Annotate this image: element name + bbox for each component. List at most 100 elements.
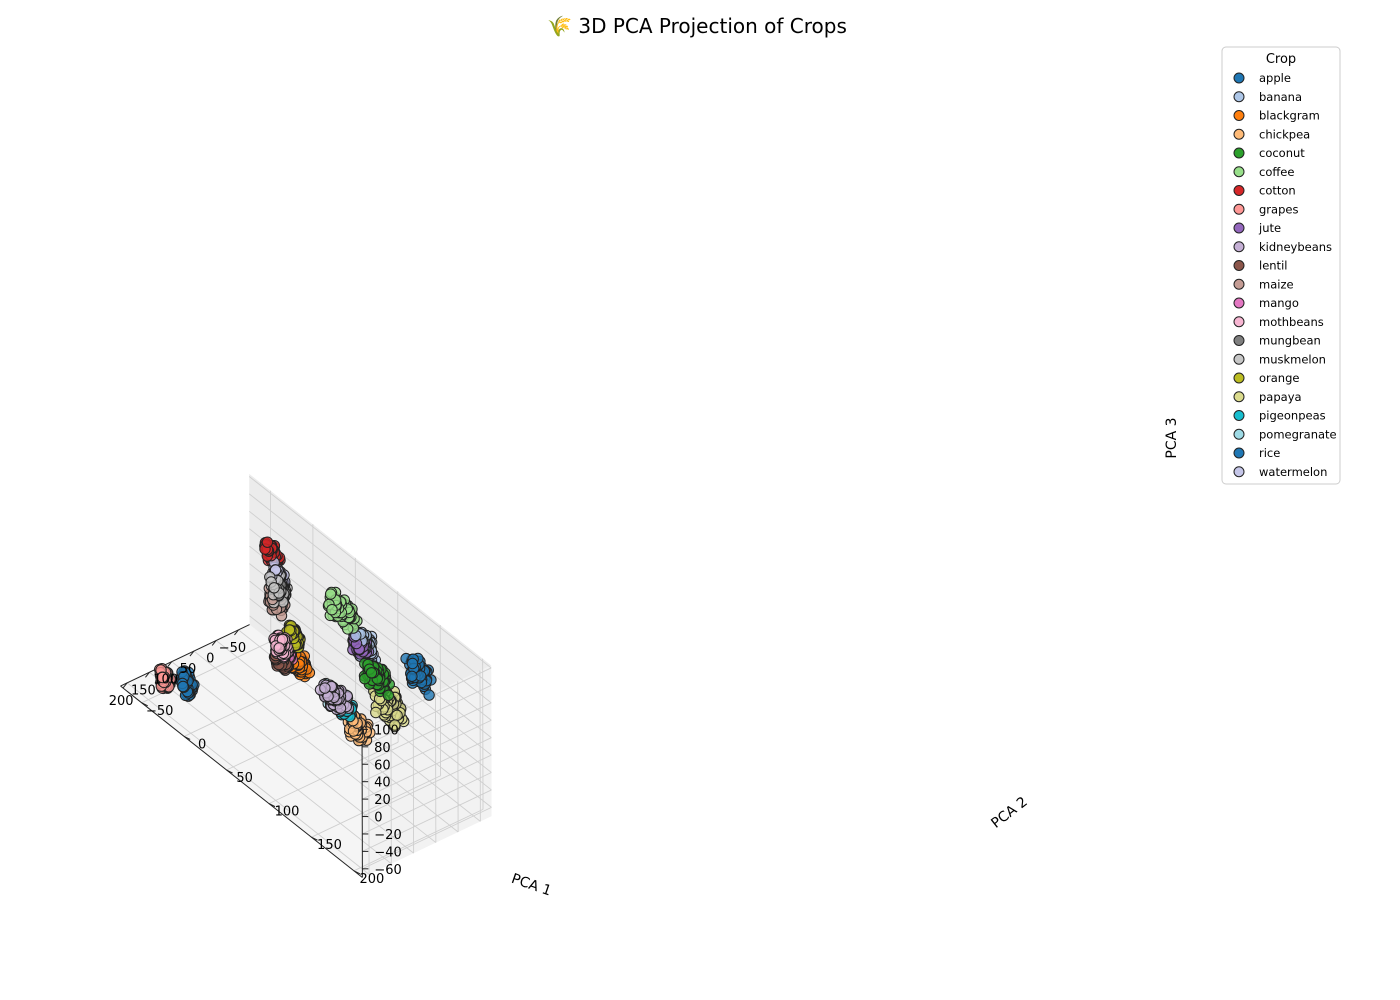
y-tick-label: −50	[146, 704, 173, 719]
point-kidneybeans	[319, 682, 331, 694]
gridline-x-floor	[215, 640, 459, 833]
legend-marker-grapes	[1233, 203, 1245, 215]
legend-label-chickpea: chickpea	[1259, 127, 1310, 141]
z-tick-label: −40	[374, 845, 401, 860]
y-tick-label: 100	[275, 805, 300, 820]
z-tick-label: −20	[374, 828, 401, 843]
legend-label-mothbeans: mothbeans	[1259, 315, 1324, 329]
gridline-y-floor	[311, 775, 441, 838]
legend-marker-papaya	[1233, 391, 1245, 403]
legend-items: apple banana blackgram chickpea coconut coffe…	[1233, 71, 1337, 479]
x-tick-label: 200	[109, 694, 134, 709]
x-axis-line	[120, 624, 250, 687]
z-tick-label: 40	[374, 776, 391, 791]
legend-marker-blackgram	[1233, 110, 1245, 121]
point-papaya	[389, 719, 401, 731]
tick-labels: −50050100150200−50050100150200−60−40−200…	[109, 629, 402, 887]
legend-label-pigeonpeas: pigeonpeas	[1259, 409, 1326, 423]
gridline-y-floor	[268, 741, 399, 805]
point-rice	[177, 680, 189, 693]
legend-marker-banana	[1233, 91, 1245, 103]
legend-label-grapes: grapes	[1259, 202, 1298, 216]
gridline-z-back	[361, 702, 492, 765]
y-tick-label-mark	[183, 735, 191, 740]
legend-label-orange: orange	[1259, 371, 1299, 385]
gridline-y-floor	[226, 708, 356, 771]
legend-marker-watermelon	[1233, 466, 1245, 478]
gridline-y-floor	[183, 674, 314, 737]
point-cotton	[261, 536, 274, 548]
legend-marker-coffee	[1233, 166, 1245, 178]
z-tick-label: 20	[374, 793, 391, 808]
gridline-z-back	[362, 737, 492, 800]
gridline-z-wall	[249, 510, 492, 704]
y-tick-label-mark	[268, 803, 276, 808]
gridline-x-floor	[171, 661, 414, 854]
legend-label-kidneybeans: kidneybeans	[1259, 240, 1332, 254]
legend-marker-lentil	[1233, 260, 1245, 271]
x-tick-label: −50	[219, 641, 246, 656]
y-tick-label: 200	[359, 872, 384, 887]
x-tick-label: 150	[131, 683, 156, 698]
legend-label-maize: maize	[1259, 277, 1294, 291]
legend-marker-mungbean	[1233, 335, 1245, 346]
point-apple	[406, 670, 418, 682]
x-tick-label-mark	[234, 629, 239, 636]
axis-lines	[120, 624, 363, 878]
gridline-x-floor	[149, 671, 392, 865]
x-tick-label: 100	[153, 673, 178, 688]
y-tick-label-mark	[226, 769, 233, 774]
x-tick-label: 0	[206, 651, 214, 666]
point-mothbeans	[273, 642, 285, 654]
point-coffee	[326, 604, 338, 616]
chart-title: 🌾 3D PCA Projection of Crops	[547, 14, 847, 38]
y-tick-label: 0	[198, 737, 206, 752]
x-tick-label: 50	[180, 662, 197, 677]
point-apple	[406, 657, 419, 670]
gridline-x-floor	[193, 650, 437, 843]
gridline-z-back	[361, 684, 492, 748]
legend-label-watermelon: watermelon	[1259, 465, 1327, 479]
y-tick-label-mark	[353, 870, 361, 875]
gridline-z-wall	[248, 493, 492, 686]
legend-label-cotton: cotton	[1259, 184, 1296, 198]
legend-label-mango: mango	[1259, 296, 1299, 310]
gridline-z-back	[362, 772, 492, 835]
legend-marker-pomegranate	[1233, 428, 1245, 440]
legend-marker-kidneybeans	[1233, 241, 1245, 253]
legend-marker-muskmelon	[1233, 353, 1245, 365]
point-papaya	[370, 706, 382, 719]
legend-title: Crop	[1266, 52, 1296, 67]
legend-marker-maize	[1233, 278, 1245, 290]
point-muskmelon	[268, 582, 280, 594]
legend-marker-orange	[1233, 372, 1245, 384]
x-axis-label: PCA 1	[509, 871, 553, 900]
gridline-z-wall	[248, 476, 492, 669]
legend-marker-pigeonpeas	[1233, 410, 1245, 421]
point-coconut	[382, 689, 395, 701]
y-tick-label-mark	[311, 836, 318, 841]
legend-marker-rice	[1233, 447, 1245, 459]
legend-label-blackgram: blackgram	[1259, 109, 1320, 123]
y-axis-line	[120, 685, 363, 878]
legend-label-lentil: lentil	[1259, 259, 1287, 273]
y-tick-label-mark	[141, 702, 148, 707]
gridline-y-floor	[353, 808, 484, 872]
gridline-z-back	[362, 754, 492, 817]
legend-label-coconut: coconut	[1259, 146, 1305, 160]
legend: Crop apple banana blackgram chickpea coconut…	[1221, 46, 1341, 485]
y-axis-label: PCA 2	[988, 794, 1030, 832]
x-tick-label-mark	[167, 661, 173, 667]
legend-label-muskmelon: muskmelon	[1259, 352, 1326, 366]
data-points	[154, 536, 437, 747]
z-tick-label: 100	[374, 723, 399, 738]
x-tick-label-mark	[211, 640, 217, 646]
legend-label-jute: jute	[1258, 221, 1281, 235]
point-coconut	[365, 667, 378, 679]
point-grapes	[156, 671, 169, 684]
x-tick-label-mark	[122, 682, 128, 689]
y-tick-label: 150	[317, 838, 342, 853]
legend-marker-mango	[1233, 297, 1245, 309]
z-tick-label: 0	[374, 811, 382, 826]
